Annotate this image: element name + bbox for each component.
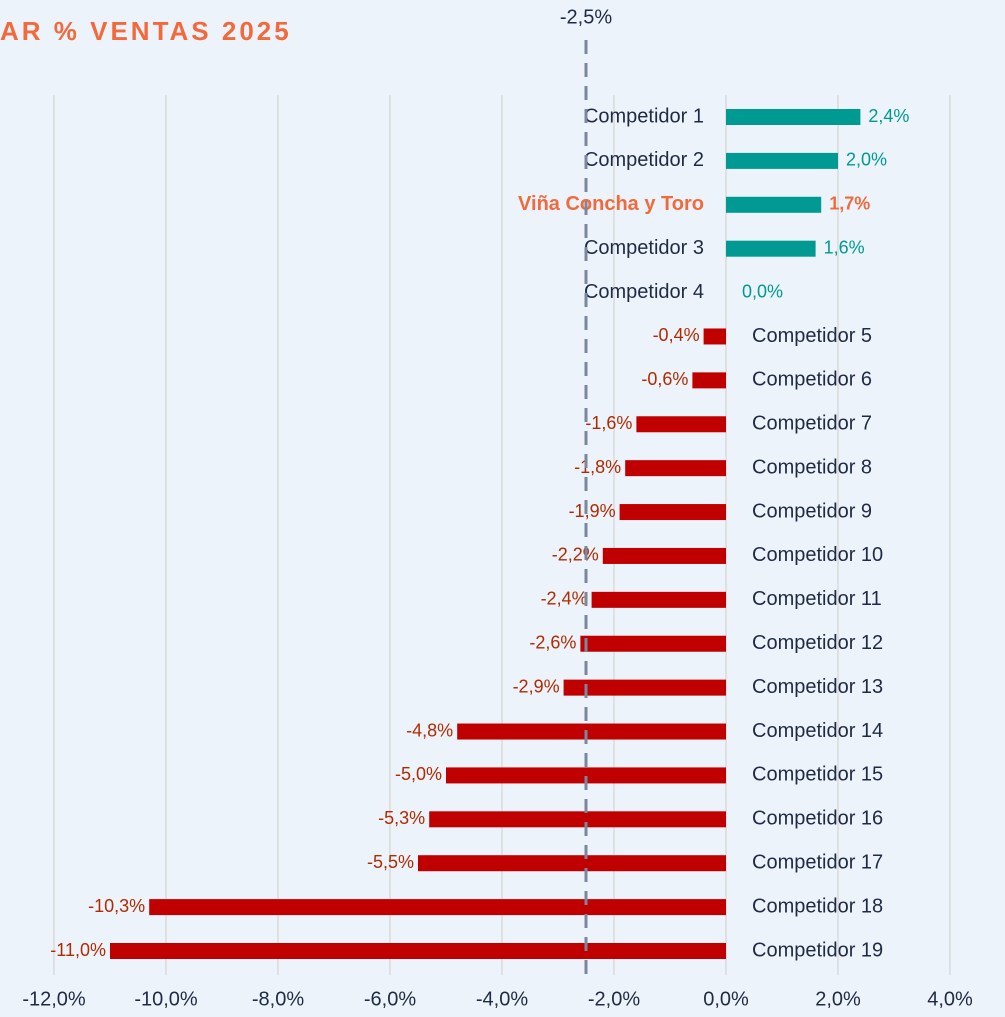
x-tick-label: 2,0% xyxy=(815,988,861,1010)
bar xyxy=(726,240,816,257)
bar xyxy=(692,372,726,389)
x-tick-label: -10,0% xyxy=(134,988,198,1010)
value-label: -0,6% xyxy=(641,369,688,389)
bar xyxy=(726,152,838,169)
value-label: -5,3% xyxy=(378,808,425,828)
category-label: Competidor 5 xyxy=(752,325,872,347)
bar xyxy=(636,416,726,433)
category-label: Competidor 4 xyxy=(584,281,704,303)
category-label: Competidor 11 xyxy=(752,588,882,610)
category-label: Competidor 2 xyxy=(584,149,704,171)
value-label: -5,5% xyxy=(367,852,414,872)
category-label: Competidor 16 xyxy=(752,808,883,830)
bar xyxy=(726,196,822,213)
category-label: Competidor 17 xyxy=(752,851,883,873)
x-tick-label: 4,0% xyxy=(927,988,973,1010)
category-label: Competidor 6 xyxy=(752,369,872,391)
value-label: -1,8% xyxy=(574,457,621,477)
bar xyxy=(563,679,726,696)
value-label: -11,0% xyxy=(50,940,106,960)
value-label: -10,3% xyxy=(88,896,145,916)
x-tick-label: -2,0% xyxy=(588,988,640,1010)
value-label: 0,0% xyxy=(742,281,783,301)
value-label: 1,6% xyxy=(824,237,865,257)
category-label: Competidor 13 xyxy=(752,676,883,698)
category-label: Competidor 15 xyxy=(752,764,883,786)
category-label: Competidor 7 xyxy=(752,413,872,435)
bar xyxy=(429,811,726,828)
bar xyxy=(110,943,726,959)
bar xyxy=(726,109,861,125)
category-label: Competidor 19 xyxy=(752,939,883,961)
category-label: Competidor 1 xyxy=(584,105,704,127)
category-label: Competidor 10 xyxy=(752,544,883,566)
value-label: 1,7% xyxy=(829,194,870,214)
x-tick-label: 0,0% xyxy=(703,988,749,1010)
chart-title: AR % VENTAS 2025 xyxy=(0,16,292,46)
value-label: -0,4% xyxy=(653,325,700,345)
bar xyxy=(580,635,726,652)
x-tick-label: -4,0% xyxy=(476,988,528,1010)
x-tick-label: -8,0% xyxy=(252,988,304,1010)
bar xyxy=(703,328,726,345)
value-label: -4,8% xyxy=(406,720,453,740)
value-label: -1,9% xyxy=(569,501,616,521)
category-label: Competidor 8 xyxy=(752,456,872,478)
x-tick-label: -6,0% xyxy=(364,988,416,1010)
reference-label: -2,5% xyxy=(560,6,612,28)
value-label: -5,0% xyxy=(395,764,442,784)
category-label: Competidor 12 xyxy=(752,632,883,654)
category-label: Competidor 3 xyxy=(584,237,704,259)
category-label: Competidor 18 xyxy=(752,895,883,917)
category-label: Competidor 9 xyxy=(752,500,872,522)
category-label: Viña Concha y Toro xyxy=(518,193,704,215)
bar xyxy=(418,855,726,872)
category-label: Competidor 14 xyxy=(752,720,883,742)
bar xyxy=(446,767,726,784)
bar xyxy=(602,547,726,564)
bar xyxy=(591,591,726,608)
bar xyxy=(457,723,726,740)
value-label: 2,0% xyxy=(846,150,887,170)
bar xyxy=(149,899,726,916)
x-tick-label: -12,0% xyxy=(22,988,86,1010)
value-label: 2,4% xyxy=(868,106,909,126)
bar xyxy=(619,504,726,521)
value-label: -2,4% xyxy=(541,589,588,609)
value-label: -2,2% xyxy=(552,545,599,565)
value-label: -2,6% xyxy=(529,632,576,652)
bar xyxy=(625,460,726,477)
value-label: -1,6% xyxy=(585,413,632,433)
value-label: -2,9% xyxy=(513,676,560,696)
